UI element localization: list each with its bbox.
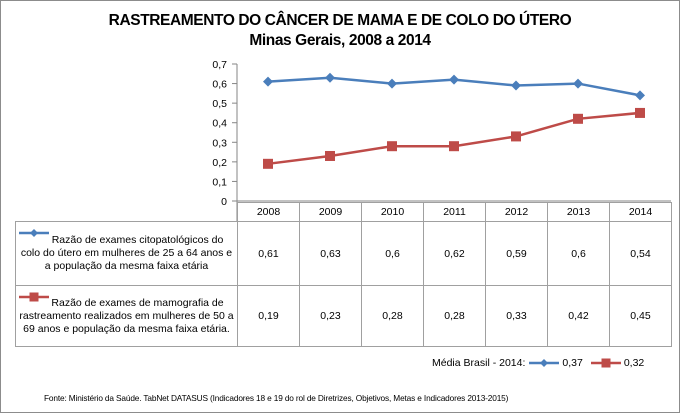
series-2-point (449, 141, 459, 152)
data-table-row: Razão de exames de mamografia de rastrea… (15, 285, 672, 347)
category-label: 2013 (547, 202, 610, 222)
y-tick-label: 0,2 (212, 157, 227, 169)
y-tick-label: 0,7 (212, 59, 227, 71)
data-table-row: Razão de exames citopatológicos do colo … (15, 221, 672, 286)
series-1-point (573, 78, 583, 89)
data-label: 0,6 (361, 221, 424, 286)
data-label: 0,42 (547, 285, 610, 347)
series-1-point (635, 90, 645, 101)
data-label: 0,61 (237, 221, 300, 286)
data-label: 0,28 (361, 285, 424, 347)
legend-key-diamond-icon (19, 229, 49, 237)
data-label: 0,63 (299, 221, 362, 286)
brasil-square-icon (590, 358, 621, 368)
chart-subtitle: Minas Gerais, 2008 a 2014 (249, 32, 431, 49)
data-label: 0,23 (299, 285, 362, 347)
y-axis-ticks: 0 0,1 0,2 0,3 0,4 0,5 0,6 0,7 (212, 59, 671, 208)
data-label: 0,33 (485, 285, 548, 347)
legend-entry-series-1: Razão de exames citopatológicos do colo … (15, 221, 238, 286)
brasil-average-series-2: 0,32 (623, 357, 645, 369)
series-2-line (267, 111, 641, 166)
y-tick-label: 0,4 (212, 118, 227, 130)
series-1-point (449, 74, 459, 85)
series-1-point (511, 80, 521, 91)
category-label: 2014 (609, 202, 672, 222)
category-label: 2008 (237, 202, 300, 222)
data-table: 2008 2009 2010 2011 2012 2013 2014 Razão… (15, 202, 672, 347)
chart-title: RASTREAMENTO DO CÂNCER DE MAMA E DE COLO… (108, 12, 572, 29)
series-2-point (387, 141, 397, 152)
data-table-corner (15, 202, 238, 222)
series-1-point (263, 76, 273, 87)
category-label: 2012 (485, 202, 548, 222)
data-label: 0,62 (423, 221, 486, 286)
data-label: 0,6 (547, 221, 610, 286)
data-table-header-row: 2008 2009 2010 2011 2012 2013 2014 (15, 202, 672, 222)
data-label: 0,59 (485, 221, 548, 286)
series-2-point (263, 158, 273, 169)
legend-entry-series-2: Razão de exames de mamografia de rastrea… (15, 285, 238, 347)
y-tick-label: 0,3 (212, 137, 227, 149)
series-2-point (635, 107, 645, 118)
y-tick-label: 0 (221, 196, 227, 208)
category-label: 2011 (423, 202, 486, 222)
brasil-average-label: Média Brasil - 2014: (432, 357, 526, 369)
brasil-average-series-1: 0,37 (562, 357, 583, 369)
data-label: 0,28 (423, 285, 486, 347)
legend-label: Razão de exames citopatológicos do colo … (20, 234, 233, 272)
series-1-point (387, 78, 397, 89)
data-label: 0,19 (237, 285, 300, 347)
y-tick-label: 0,5 (212, 98, 227, 110)
y-tick-label: 0,1 (212, 176, 227, 188)
brasil-diamond-icon (529, 359, 560, 367)
category-label: 2009 (299, 202, 362, 222)
data-label: 0,54 (609, 221, 672, 286)
y-tick-label: 0,6 (212, 79, 227, 91)
series-1-point (325, 72, 335, 83)
category-label: 2010 (361, 202, 424, 222)
series-markers (263, 72, 645, 169)
legend-key-square-icon (19, 292, 49, 302)
data-label: 0,45 (609, 285, 672, 347)
brasil-average-legend: Média Brasil - 2014: 0,37 0,32 (432, 357, 652, 369)
series-2-point (325, 150, 335, 161)
series-2-point (573, 113, 583, 124)
legend-label: Razão de exames de mamografia de rastrea… (19, 296, 234, 335)
series-2-point (511, 131, 521, 142)
source-note: Fonte: Ministério da Saúde. TabNet DATAS… (44, 393, 509, 403)
